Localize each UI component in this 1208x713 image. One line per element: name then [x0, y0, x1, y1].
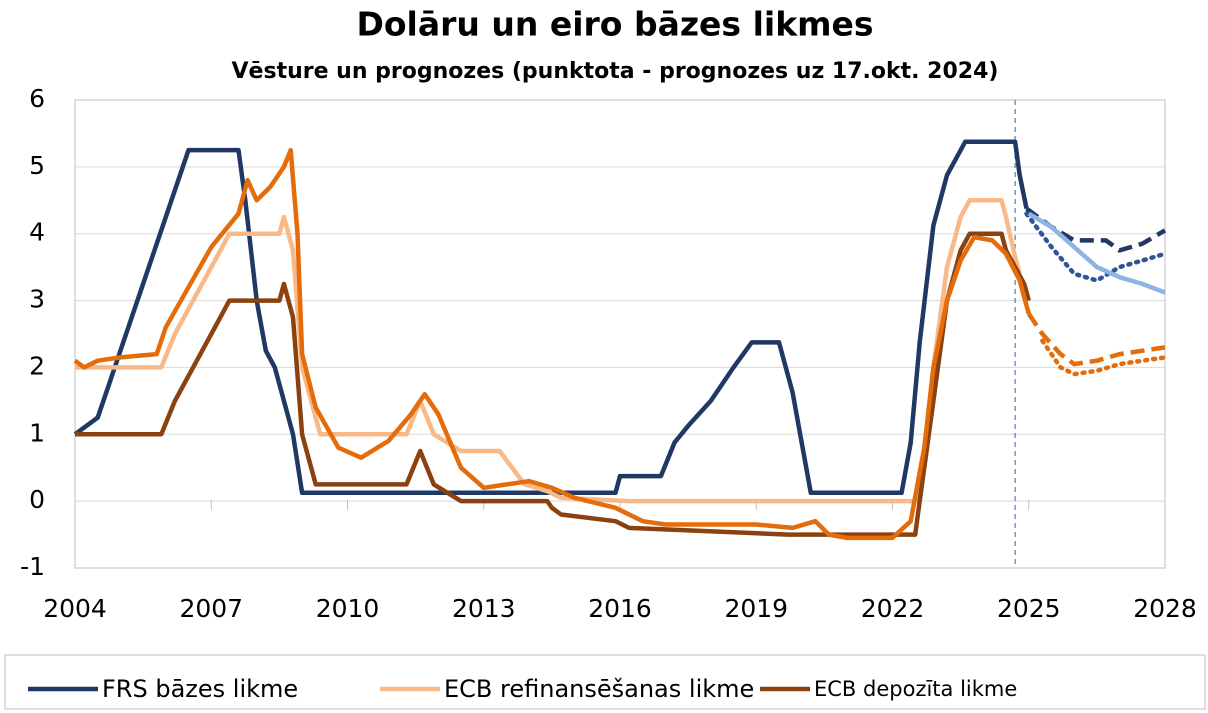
x-tick-label: 2019 [724, 594, 788, 623]
y-tick-label: 1 [29, 418, 45, 447]
x-tick-label: 2022 [861, 594, 925, 623]
series-line [1040, 338, 1168, 377]
series-line [1025, 206, 1167, 253]
series-line [1024, 211, 1168, 283]
x-tick-label: 2016 [588, 594, 652, 623]
chart-subtitle: Vēsture un prognozes (punktota - prognoz… [232, 59, 999, 84]
series-line [1026, 312, 1166, 367]
x-tick-label: 2013 [452, 594, 516, 623]
series-line [73, 139, 1029, 496]
plot-border [74, 99, 1166, 569]
series-line [75, 231, 1031, 537]
y-tick-label: 0 [29, 485, 45, 514]
series-line [75, 198, 1022, 504]
x-tick-label: 2004 [43, 594, 107, 623]
y-tick-label: 5 [29, 151, 45, 180]
series-line [1027, 211, 1166, 295]
x-tick-label: 2010 [316, 594, 380, 623]
y-tick-label: -1 [20, 552, 45, 581]
legend-label: FRS bāzes likme [102, 675, 298, 703]
y-tick-label: 4 [29, 218, 45, 247]
y-tick-label: 6 [29, 84, 45, 113]
chart-title: Dolāru un eiro bāzes likmes [356, 5, 873, 44]
legend-box [4, 654, 1206, 710]
x-tick-label: 2007 [179, 594, 243, 623]
series-line [73, 147, 1031, 541]
legend-label: ECB refinansēšanas likme [444, 675, 754, 703]
x-tick-label: 2025 [997, 594, 1061, 623]
x-tick-label: 2028 [1133, 594, 1197, 623]
legend-label: ECB depozīta likme [814, 677, 1017, 701]
y-tick-label: 2 [29, 351, 45, 380]
y-tick-label: 3 [29, 285, 45, 314]
